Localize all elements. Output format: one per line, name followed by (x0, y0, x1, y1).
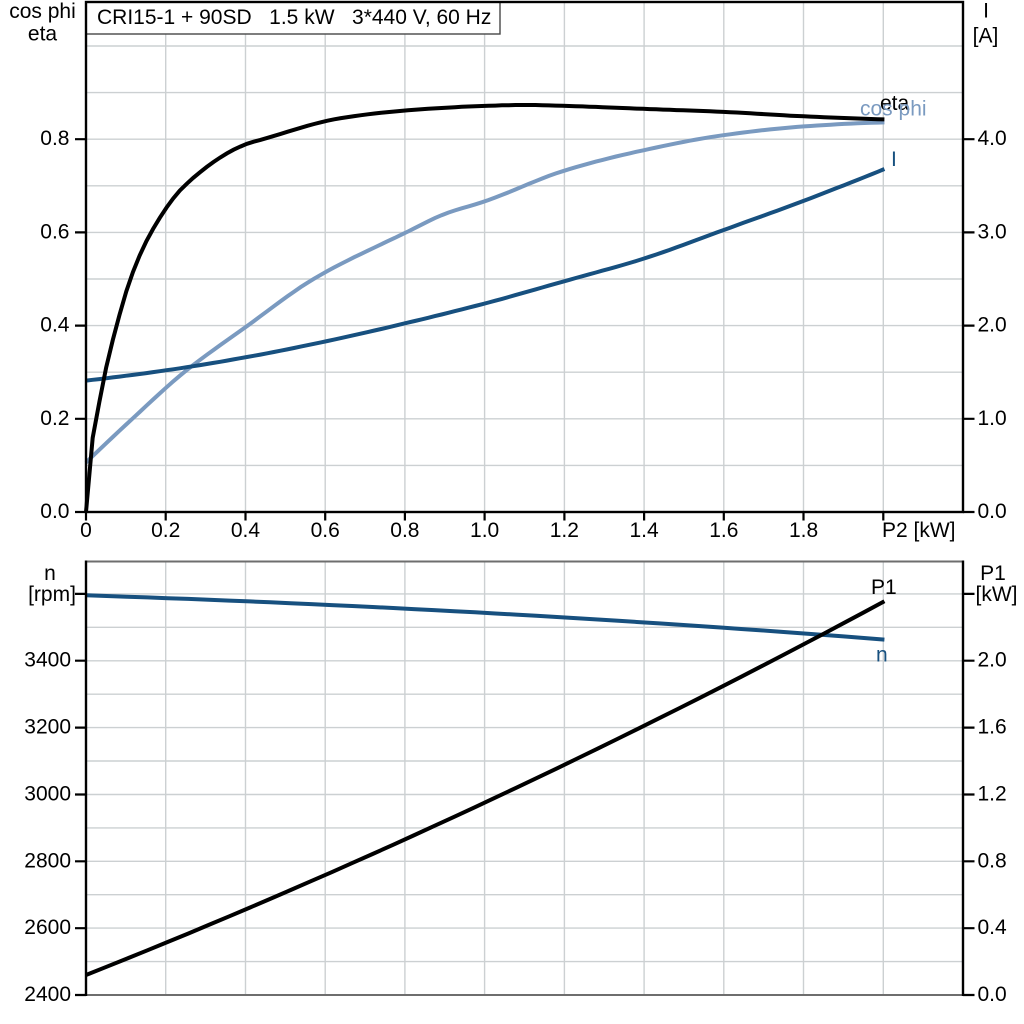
svg-text:0.8: 0.8 (390, 519, 419, 542)
svg-text:1.0: 1.0 (978, 407, 1007, 430)
svg-text:0.6: 0.6 (311, 519, 340, 542)
svg-text:0.0: 0.0 (978, 500, 1007, 523)
svg-text:P1: P1 (871, 576, 897, 599)
svg-text:2.0: 2.0 (978, 649, 1007, 672)
svg-text:1.4: 1.4 (629, 519, 659, 542)
svg-text:0.4: 0.4 (40, 314, 70, 337)
svg-text:2.0: 2.0 (978, 314, 1007, 337)
svg-text:1.2: 1.2 (978, 783, 1007, 806)
svg-text:eta: eta (28, 23, 58, 46)
svg-text:I: I (983, 0, 989, 23)
svg-text:cos phi: cos phi (9, 0, 76, 23)
svg-text:0.8: 0.8 (40, 127, 69, 150)
svg-text:0.0: 0.0 (40, 500, 69, 523)
svg-text:eta: eta (880, 92, 910, 115)
svg-text:CRI15-1 + 90SD 1.5 kW 3*44: CRI15-1 + 90SD 1.5 kW 3*440 V, 60 Hz (97, 6, 491, 29)
svg-text:1.6: 1.6 (709, 519, 738, 542)
svg-text:2400: 2400 (24, 983, 71, 1006)
svg-text:0.2: 0.2 (151, 519, 180, 542)
svg-text:cos phi: cos phi (860, 98, 927, 121)
svg-text:2600: 2600 (24, 916, 71, 939)
svg-text:0.0: 0.0 (978, 983, 1007, 1006)
svg-text:1.8: 1.8 (789, 519, 818, 542)
svg-text:2800: 2800 (24, 849, 71, 872)
svg-text:3400: 3400 (24, 649, 71, 672)
svg-text:I: I (891, 148, 897, 171)
svg-text:n: n (44, 562, 56, 585)
svg-text:4.0: 4.0 (978, 127, 1007, 150)
svg-text:0.6: 0.6 (40, 220, 69, 243)
svg-text:0.2: 0.2 (40, 407, 69, 430)
svg-text:0: 0 (80, 519, 92, 542)
svg-text:[rpm]: [rpm] (28, 583, 76, 606)
svg-text:[A]: [A] (973, 25, 999, 48)
svg-text:3000: 3000 (24, 783, 71, 806)
svg-text:1.0: 1.0 (470, 519, 499, 542)
svg-text:0.4: 0.4 (978, 916, 1008, 939)
svg-text:P1: P1 (980, 562, 1006, 585)
svg-text:0.4: 0.4 (231, 519, 261, 542)
svg-text:3200: 3200 (24, 716, 71, 739)
svg-text:3.0: 3.0 (978, 220, 1007, 243)
svg-text:P2 [kW]: P2 [kW] (882, 519, 956, 542)
svg-text:[kW]: [kW] (976, 583, 1018, 606)
svg-text:n: n (876, 644, 888, 667)
svg-text:0.8: 0.8 (978, 849, 1007, 872)
svg-text:1.6: 1.6 (978, 716, 1007, 739)
svg-text:1.2: 1.2 (550, 519, 579, 542)
